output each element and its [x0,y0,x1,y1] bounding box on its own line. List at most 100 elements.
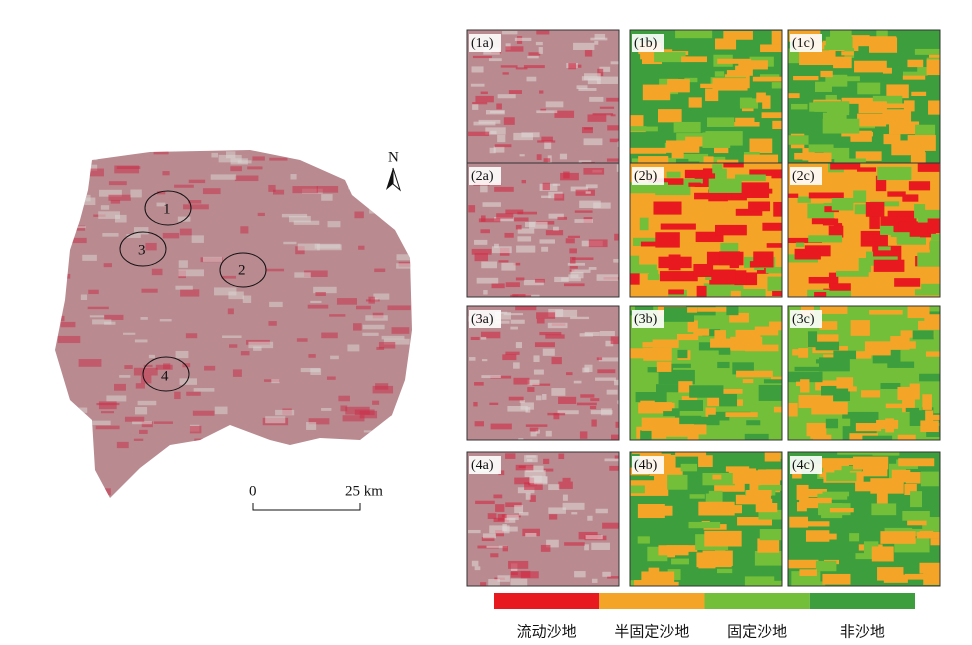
image-patch [475,95,494,103]
map-patch [189,425,202,434]
class-patch [834,470,850,481]
panel-label-bg [790,456,822,474]
image-patch [519,154,525,157]
panel: (4c) [787,451,941,587]
image-patch [505,453,516,459]
class-patch [673,121,701,133]
map-patch [115,214,127,223]
map-patch [123,332,136,335]
class-patch [756,92,766,103]
class-patch [836,377,854,389]
image-patch [471,560,479,567]
image-patch [472,104,479,110]
image-patch [602,571,611,577]
class-patch [759,74,780,79]
panel-label: (3b) [634,312,658,327]
image-patch [565,238,575,244]
class-patch [698,455,713,468]
panel: (1b) [629,29,783,165]
region-label: 3 [138,242,146,258]
map-patch [308,152,320,156]
image-patch [473,121,496,126]
map-patch [88,153,98,161]
image-patch [481,261,498,269]
map-patch [242,295,252,303]
image-patch [493,146,505,153]
image-patch [541,136,553,142]
panel-image [630,452,782,586]
image-patch [504,514,519,520]
class-patch [694,178,714,187]
class-patch [652,339,679,348]
class-patch [849,35,870,47]
class-patch [914,289,940,296]
image-patch [613,258,619,263]
image-patch [536,154,542,160]
map-patch [342,415,365,422]
class-patch [836,270,869,277]
map-patch [108,194,131,201]
map-patch [283,241,297,245]
image-patch [528,52,541,56]
map-patch [310,300,322,303]
map-patch [411,378,412,385]
class-patch [817,493,848,500]
panel: (3c) [787,305,941,441]
image-patch [540,108,547,112]
class-patch [807,331,818,348]
image-patch [610,336,619,345]
class-patch [684,169,712,179]
class-patch [904,573,940,580]
image-patch [524,470,546,478]
legend-label: 非沙地 [840,623,885,641]
class-patch [883,134,901,145]
class-patch [659,271,698,282]
class-patch [796,484,809,500]
image-patch [518,512,529,516]
image-patch [545,230,564,236]
image-patch [494,243,499,248]
map-patch [347,344,360,352]
image-patch [475,500,495,505]
image-patch [579,200,601,209]
class-patch [841,131,874,137]
class-patch [858,257,871,273]
map-patch [102,233,119,237]
class-patch [828,225,844,238]
class-patch [688,182,701,187]
image-patch [472,55,492,59]
image-patch [489,147,496,154]
class-patch [630,182,668,194]
legend-label: 半固定沙地 [614,623,689,641]
class-patch [891,140,925,156]
image-patch [548,507,566,514]
map-patch [114,165,140,174]
map-patch [126,234,141,238]
class-patch [907,306,930,319]
class-patch [696,285,707,297]
image-patch [585,191,591,194]
map-patch [103,488,111,496]
image-patch [574,571,586,578]
class-patch [749,138,773,154]
map-patch [330,355,339,360]
map-patch [214,406,228,415]
image-patch [500,65,518,68]
panel-image [788,163,940,297]
image-patch [525,407,531,413]
class-patch [823,533,837,540]
image-patch [548,484,560,491]
class-patch [644,126,658,132]
class-patch [793,76,819,81]
region-ellipse [219,252,267,288]
scale-start: 0 [249,483,257,499]
class-patch [660,223,696,230]
map-patch [82,254,97,261]
class-patch [771,376,782,381]
class-patch [729,263,739,269]
class-patch [883,574,908,583]
image-patch [543,158,551,162]
class-patch [822,118,860,134]
image-patch [596,76,619,84]
class-patch [875,175,887,192]
